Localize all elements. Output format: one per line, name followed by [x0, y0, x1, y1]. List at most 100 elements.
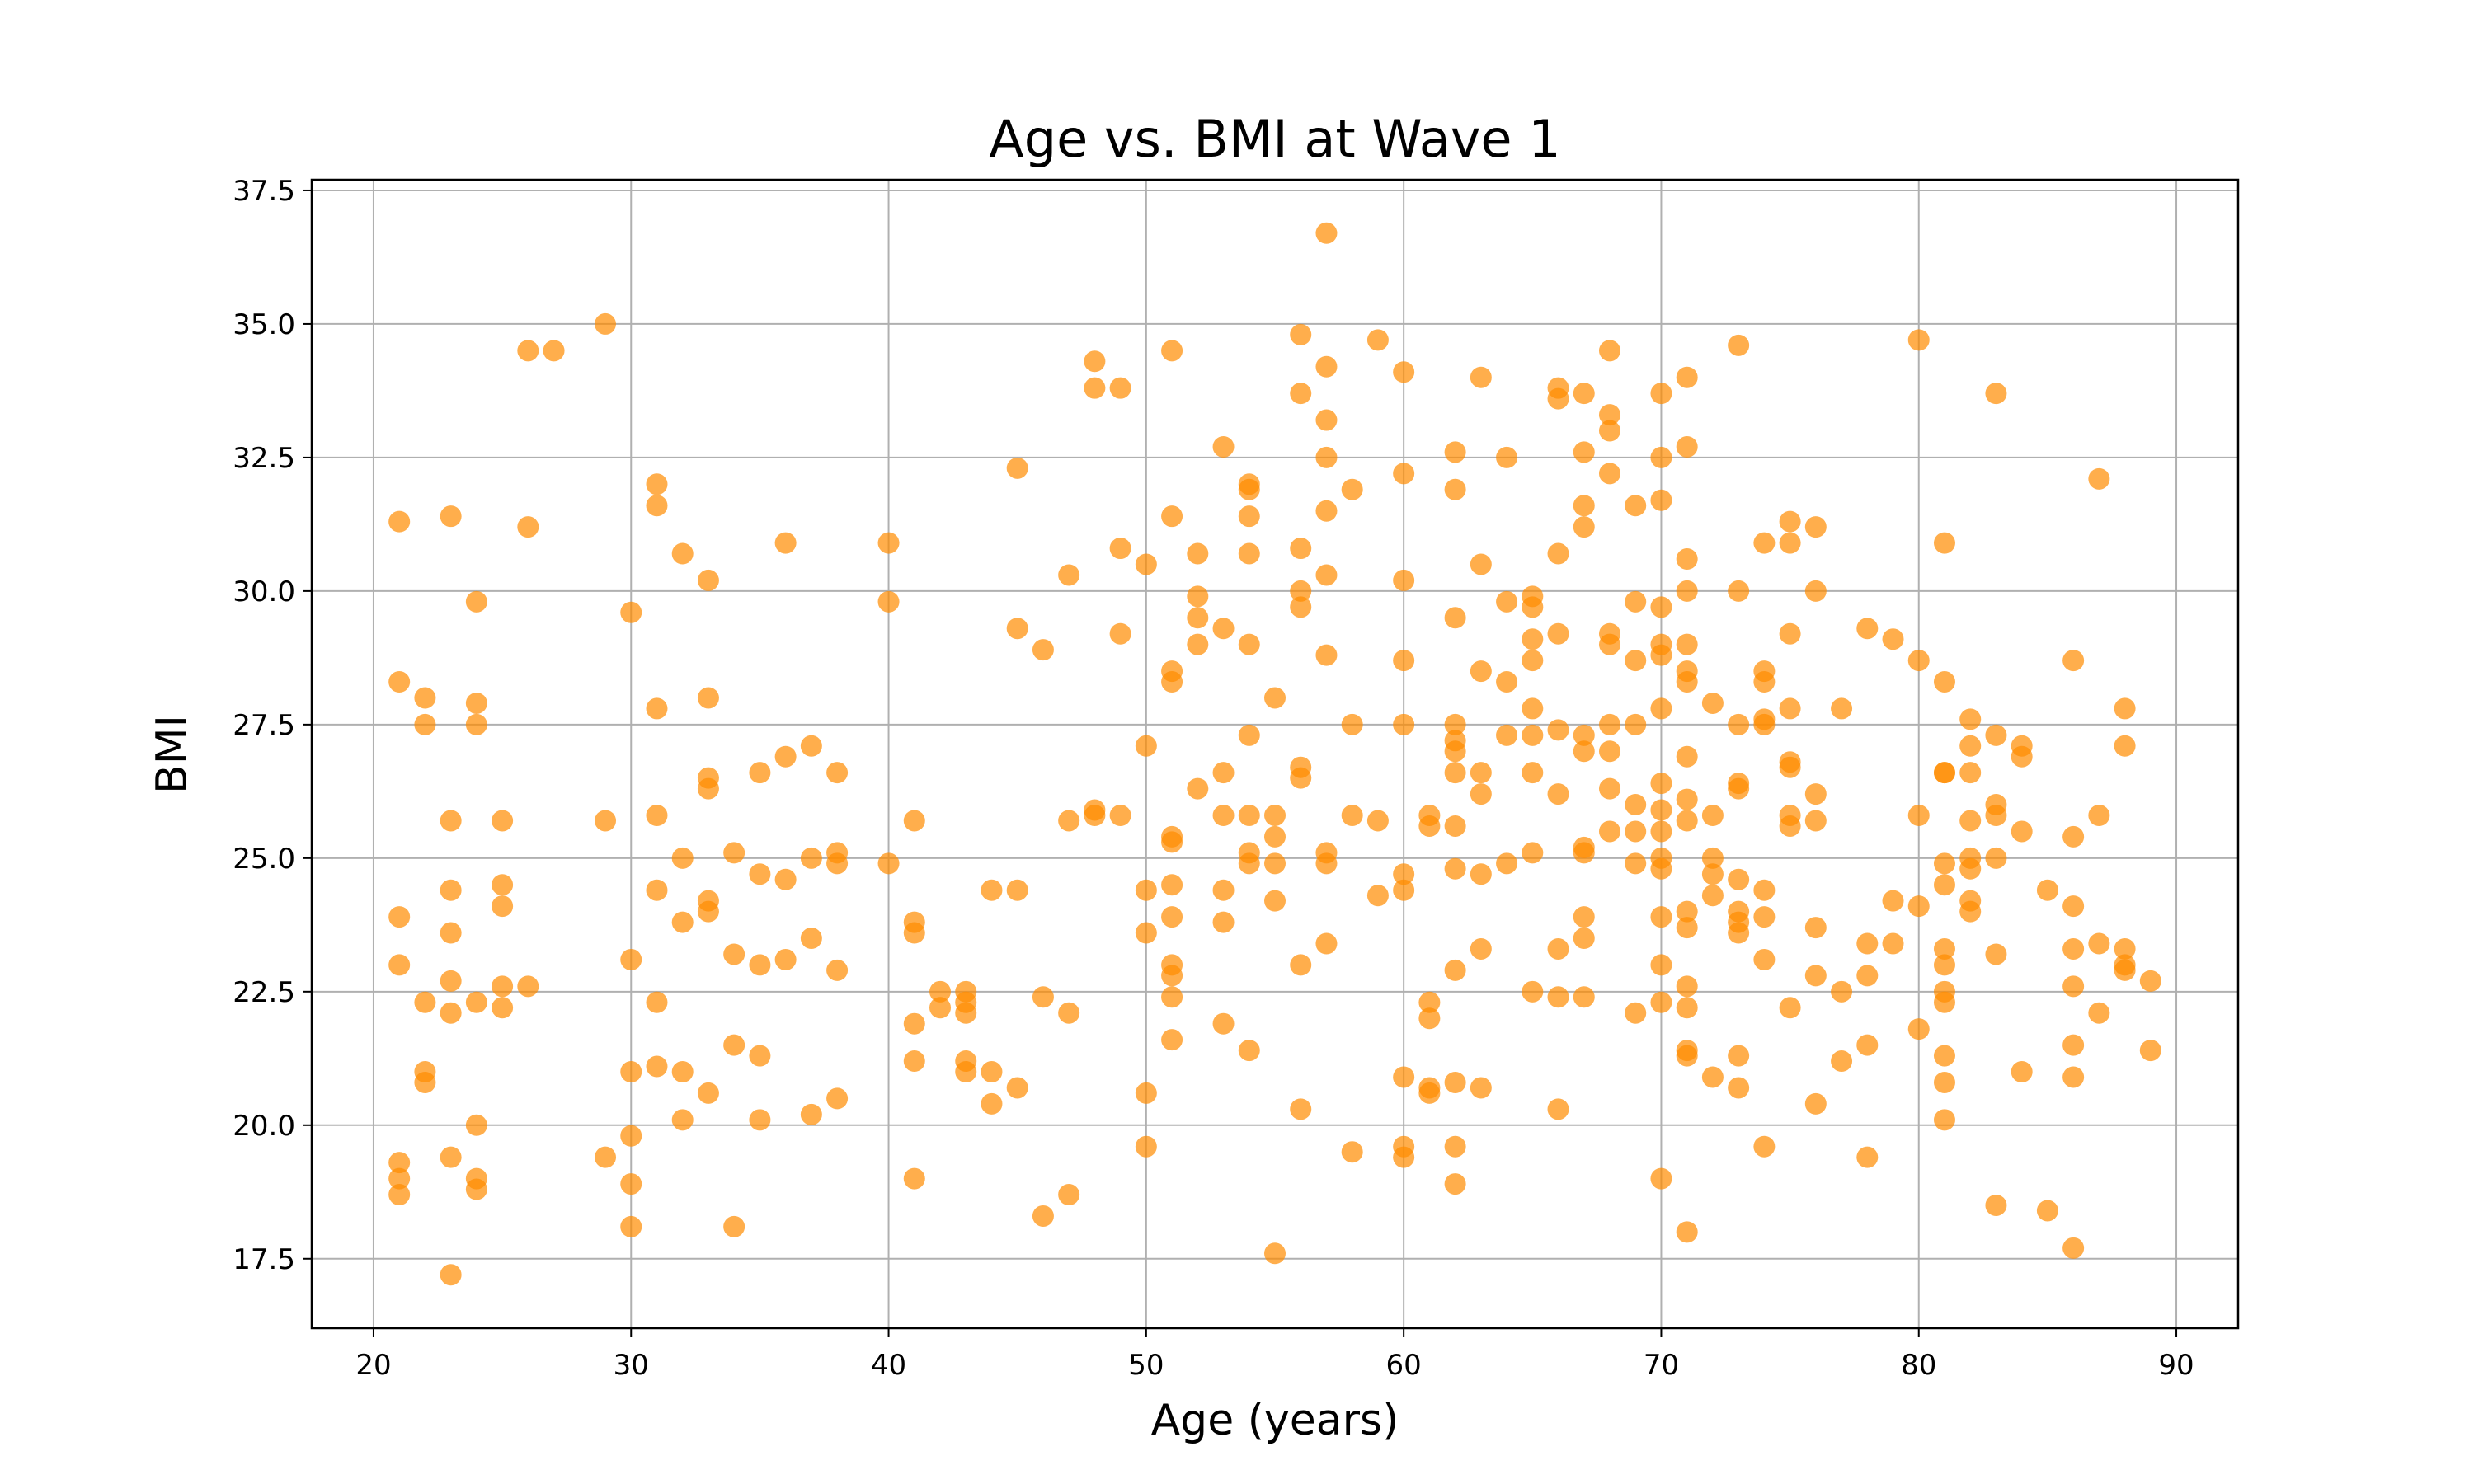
data-point — [1444, 857, 1466, 880]
data-point — [1290, 580, 1312, 602]
data-point — [1598, 404, 1620, 426]
data-point — [440, 970, 462, 992]
data-point — [1676, 1045, 1698, 1067]
data-point — [1470, 863, 1492, 885]
y-tick-label: 32.5 — [233, 442, 295, 475]
data-point — [1444, 1071, 1466, 1093]
data-point — [620, 1173, 642, 1195]
data-point — [1135, 879, 1157, 901]
data-point — [1315, 500, 1338, 522]
data-point — [1779, 997, 1801, 1019]
data-point — [1907, 895, 1930, 918]
data-point — [877, 852, 900, 875]
data-point — [1444, 1173, 1466, 1195]
data-point — [1212, 762, 1235, 784]
y-tick-label: 22.5 — [233, 976, 295, 1009]
data-point — [1290, 323, 1312, 345]
data-point — [1933, 852, 1955, 875]
data-point — [1625, 650, 1647, 672]
data-point — [1522, 596, 1544, 618]
data-point — [697, 777, 719, 800]
data-point — [1959, 735, 1982, 757]
data-point — [620, 601, 642, 623]
data-point — [1522, 650, 1544, 672]
data-point — [1341, 805, 1363, 827]
data-point — [1573, 516, 1595, 538]
data-point — [2088, 1002, 2110, 1024]
data-point — [2036, 879, 2058, 901]
data-point — [1315, 355, 1338, 378]
data-point — [1701, 885, 1724, 907]
data-point — [646, 697, 668, 720]
data-point — [1728, 922, 1750, 944]
data-point — [388, 1152, 411, 1174]
data-point — [2062, 1066, 2085, 1088]
data-point — [774, 868, 797, 890]
y-tick-label: 17.5 — [233, 1243, 295, 1276]
data-point — [1290, 596, 1312, 618]
data-point — [2114, 697, 2136, 720]
data-point — [749, 954, 771, 976]
data-point — [1006, 879, 1028, 901]
data-point — [1676, 1221, 1698, 1243]
data-point — [723, 943, 745, 965]
data-point — [1598, 777, 1620, 800]
data-point — [1856, 1146, 1879, 1168]
data-point — [465, 692, 487, 714]
data-point — [1238, 1040, 1260, 1062]
data-point — [749, 1045, 771, 1067]
data-point — [1753, 906, 1776, 928]
data-point — [1985, 1194, 2007, 1216]
data-point — [1547, 986, 1569, 1008]
data-point — [1470, 366, 1492, 388]
data-point — [2062, 895, 2085, 918]
data-point — [1676, 997, 1698, 1019]
x-tick-label: 20 — [355, 1349, 391, 1382]
data-point — [1959, 762, 1982, 784]
data-point — [2062, 937, 2085, 960]
data-point — [1804, 810, 1827, 832]
data-point — [1547, 1098, 1569, 1120]
data-point — [2062, 1034, 2085, 1056]
data-point — [1212, 435, 1235, 458]
data-point — [1135, 1135, 1157, 1158]
data-point — [1032, 986, 1054, 1008]
data-point — [440, 505, 462, 528]
data-point — [1907, 805, 1930, 827]
data-point — [646, 991, 668, 1013]
data-point — [646, 473, 668, 495]
data-point — [749, 1109, 771, 1131]
data-point — [1212, 1012, 1235, 1035]
data-point — [1650, 596, 1672, 618]
data-point — [1573, 842, 1595, 864]
data-point — [671, 1061, 694, 1083]
data-point — [1470, 762, 1492, 784]
data-point — [1985, 847, 2007, 869]
data-point — [1985, 724, 2007, 746]
data-point — [388, 1184, 411, 1206]
data-point — [1341, 713, 1363, 735]
data-point — [1804, 1092, 1827, 1115]
data-point — [440, 1002, 462, 1024]
data-point — [1625, 713, 1647, 735]
data-point — [1238, 478, 1260, 500]
data-point — [1676, 548, 1698, 571]
data-point — [1187, 542, 1209, 565]
data-point — [1470, 553, 1492, 575]
data-point — [1238, 542, 1260, 565]
data-point — [440, 922, 462, 944]
data-point — [1212, 911, 1235, 933]
data-point — [1650, 383, 1672, 405]
data-point — [1573, 724, 1595, 746]
data-point — [2062, 1237, 2085, 1259]
data-point — [1676, 788, 1698, 810]
data-point — [517, 975, 539, 998]
data-point — [1161, 831, 1183, 853]
data-point — [1393, 361, 1415, 383]
data-point — [465, 713, 487, 735]
data-point — [1161, 1029, 1183, 1051]
data-point — [1161, 906, 1183, 928]
data-point — [1161, 505, 1183, 528]
x-tick-label: 30 — [614, 1349, 649, 1382]
